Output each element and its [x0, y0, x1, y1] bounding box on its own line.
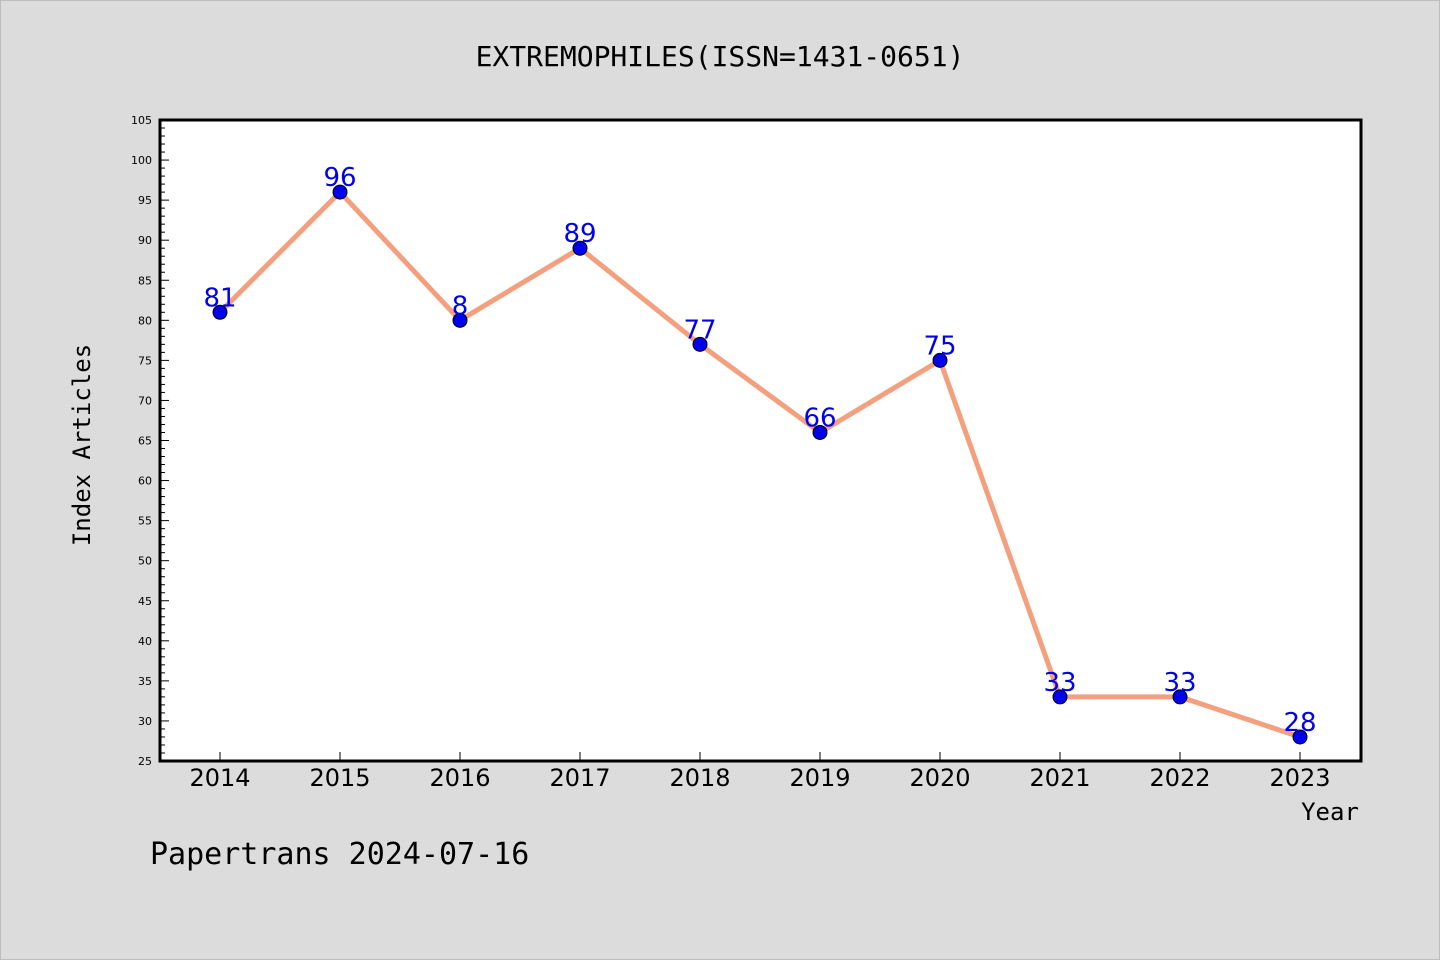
y-tick-label: 85: [138, 274, 152, 287]
series-markers: [212, 184, 1308, 745]
x-tick-label: 2020: [909, 764, 970, 792]
data-point: [572, 240, 588, 256]
data-label: 96: [323, 163, 356, 193]
x-tick-label: 2023: [1269, 764, 1330, 792]
x-axis-title: Year: [1301, 798, 1359, 826]
x-axis: 2014 2015 2016 2017 2018 2019 2020 2021 2022 2023: [189, 752, 1331, 792]
data-point: [692, 336, 708, 352]
x-tick-label: 2021: [1029, 764, 1090, 792]
y-tick-label: 50: [138, 555, 152, 568]
data-point: [812, 424, 828, 440]
data-point: [932, 352, 948, 368]
y-tick-label: 25: [138, 755, 152, 768]
x-tick-label: 2014: [189, 764, 250, 792]
data-point: [212, 304, 228, 320]
data-point: [1292, 729, 1308, 745]
data-label: 33: [1043, 668, 1076, 698]
data-label: 77: [683, 315, 716, 345]
data-label: 89: [563, 219, 596, 249]
data-point: [332, 184, 348, 200]
x-tick-label: 2016: [429, 764, 490, 792]
data-label: 28: [1283, 708, 1316, 738]
data-label: 33: [1163, 668, 1196, 698]
data-label: 66: [803, 403, 836, 433]
y-tick-label: 80: [138, 314, 152, 327]
y-tick-label: 70: [138, 394, 152, 407]
data-point: [1052, 689, 1068, 705]
data-label: 8: [452, 291, 469, 321]
y-tick-label: 105: [131, 114, 152, 127]
series-line: [218, 189, 1301, 740]
y-tick-label: 35: [138, 675, 152, 688]
y-tick-label: 100: [131, 154, 152, 167]
x-tick-label: 2022: [1149, 764, 1210, 792]
y-tick-label: 40: [138, 635, 152, 648]
y-axis: 25 30 35 40 45 50 55 60 65 70 75 80 85 90 95 100 105: [131, 114, 169, 768]
y-tick-label: 75: [138, 354, 152, 367]
x-tick-label: 2017: [549, 764, 610, 792]
data-point: [452, 312, 468, 328]
footer-text: Papertrans 2024-07-16: [150, 837, 529, 872]
x-tick-label: 2019: [789, 764, 850, 792]
y-tick-label: 30: [138, 715, 152, 728]
plot-area: [158, 118, 1363, 763]
y-tick-label: 55: [138, 515, 152, 528]
y-tick-label: 90: [138, 234, 152, 247]
data-labels: 81 96 8 89 77 66 75 33 33 28: [203, 163, 1316, 738]
data-point: [1172, 689, 1188, 705]
y-tick-label: 65: [138, 435, 152, 448]
y-tick-label: 95: [138, 194, 152, 207]
y-axis-title: Index Articles: [68, 344, 96, 546]
data-label: 81: [203, 283, 236, 313]
y-tick-label: 45: [138, 595, 152, 608]
x-tick-label: 2015: [309, 764, 370, 792]
y-tick-label: 60: [138, 475, 152, 488]
chart-title: EXTREMOPHILES(ISSN=1431-0651): [476, 40, 965, 73]
x-tick-label: 2018: [669, 764, 730, 792]
data-label: 75: [923, 331, 956, 361]
